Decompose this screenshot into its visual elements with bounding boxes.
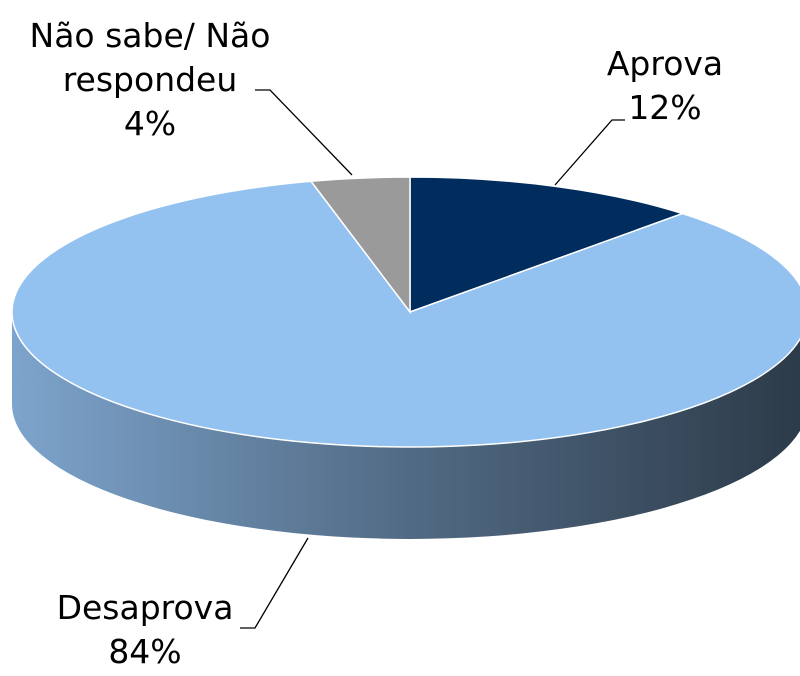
category-label: Desaprova: [56, 588, 234, 627]
slice-label: Aprova 12%: [540, 42, 790, 130]
slice-side: [12, 312, 800, 539]
leader-line: [554, 119, 625, 186]
category-label: Não sabe/ Não respondeu: [29, 16, 271, 99]
slice: [11, 180, 800, 448]
leader-line: [255, 89, 353, 176]
slice-label: Desaprova 84%: [20, 586, 270, 674]
category-label: Aprova: [606, 44, 724, 83]
value-label: 4%: [123, 104, 177, 143]
slice-label: Não sabe/ Não respondeu 4%: [0, 14, 300, 146]
value-label: 12%: [628, 88, 702, 127]
slice: [309, 176, 411, 315]
slice: [409, 176, 685, 314]
value-label: 84%: [108, 632, 182, 671]
leader-line: [240, 537, 309, 629]
